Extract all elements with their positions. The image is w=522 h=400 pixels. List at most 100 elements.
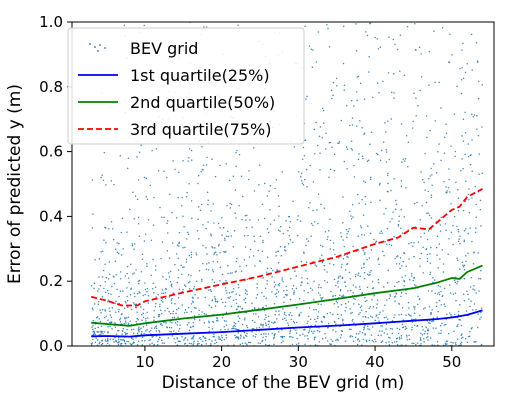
scatter-point	[425, 248, 428, 250]
scatter-point	[124, 331, 126, 334]
scatter-point	[150, 274, 152, 277]
scatter-point	[454, 281, 457, 284]
x-tick-label: 40	[366, 353, 385, 371]
scatter-point	[450, 341, 452, 343]
scatter-point	[153, 196, 155, 199]
scatter-point	[360, 309, 363, 311]
scatter-point	[463, 268, 466, 271]
scatter-point	[119, 317, 122, 319]
scatter-point	[378, 92, 380, 94]
scatter-point	[424, 330, 427, 333]
scatter-point	[174, 168, 176, 171]
scatter-point	[381, 330, 383, 332]
scatter-point	[199, 209, 202, 212]
scatter-point	[422, 329, 424, 331]
scatter-point	[211, 299, 214, 301]
series-line-2	[91, 264, 483, 327]
scatter-point	[92, 213, 94, 215]
scatter-point	[271, 291, 273, 293]
scatter-point	[272, 269, 274, 272]
scatter-point	[173, 337, 175, 340]
scatter-point	[430, 311, 433, 314]
scatter-point	[165, 176, 168, 179]
scatter-point	[114, 260, 117, 263]
scatter-point	[400, 337, 403, 340]
scatter-point	[419, 337, 422, 339]
scatter-point	[315, 121, 317, 124]
scatter-point	[293, 291, 295, 294]
scatter-point	[326, 312, 329, 315]
scatter-point	[312, 181, 315, 183]
scatter-point	[429, 129, 431, 132]
scatter-point	[111, 328, 113, 330]
scatter-point	[481, 126, 483, 128]
scatter-point	[315, 265, 318, 267]
scatter-point	[262, 326, 264, 328]
scatter-point	[438, 291, 440, 294]
scatter-point	[214, 297, 216, 300]
scatter-point	[295, 343, 298, 346]
scatter-point	[456, 282, 458, 285]
scatter-point	[369, 232, 372, 235]
scatter-point	[158, 330, 160, 332]
scatter-point	[400, 180, 403, 182]
scatter-point	[412, 279, 414, 282]
scatter-point	[382, 250, 384, 252]
scatter-point	[105, 340, 107, 342]
scatter-point	[140, 333, 143, 335]
scatter-point	[373, 295, 375, 297]
scatter-point	[202, 244, 204, 247]
scatter-point	[436, 301, 438, 304]
scatter-point	[158, 313, 160, 316]
scatter-point	[480, 307, 483, 310]
scatter-point	[424, 307, 426, 309]
scatter-point	[195, 280, 198, 283]
scatter-point	[373, 238, 375, 241]
scatter-point	[446, 313, 448, 316]
scatter-point	[101, 250, 104, 252]
scatter-point	[339, 336, 342, 339]
scatter-point	[410, 315, 412, 317]
scatter-point	[380, 230, 383, 232]
scatter-point	[274, 321, 276, 323]
scatter-point	[455, 343, 457, 346]
scatter-point	[351, 320, 353, 322]
scatter-point	[91, 179, 94, 181]
scatter-point	[212, 203, 215, 205]
scatter-point	[305, 261, 308, 263]
scatter-point	[95, 337, 98, 340]
scatter-point	[391, 319, 394, 322]
scatter-point	[119, 339, 122, 341]
scatter-point	[134, 295, 136, 298]
scatter-point	[356, 99, 358, 102]
scatter-point	[130, 308, 133, 311]
scatter-point	[341, 276, 344, 278]
scatter-point	[136, 344, 139, 346]
scatter-point	[283, 289, 285, 292]
scatter-point	[184, 336, 187, 339]
scatter-point	[323, 316, 326, 319]
scatter-point	[176, 244, 179, 246]
scatter-point	[285, 220, 287, 222]
scatter-point	[453, 215, 456, 218]
scatter-point	[295, 332, 298, 334]
scatter-point	[105, 315, 108, 317]
scatter-point	[346, 168, 348, 170]
scatter-point	[178, 245, 180, 247]
scatter-point	[208, 338, 210, 341]
scatter-point	[459, 303, 461, 306]
scatter-point	[227, 230, 229, 233]
scatter-point	[145, 330, 147, 332]
scatter-point	[329, 262, 331, 265]
scatter-point	[168, 310, 170, 313]
scatter-point	[401, 326, 404, 329]
scatter-point	[123, 340, 126, 342]
scatter-point	[214, 300, 217, 303]
scatter-point	[381, 325, 384, 327]
scatter-point	[328, 46, 331, 48]
scatter-point	[93, 330, 96, 333]
scatter-point	[200, 203, 203, 206]
scatter-point	[235, 260, 238, 263]
scatter-point	[428, 84, 430, 86]
scatter-point	[436, 293, 439, 295]
